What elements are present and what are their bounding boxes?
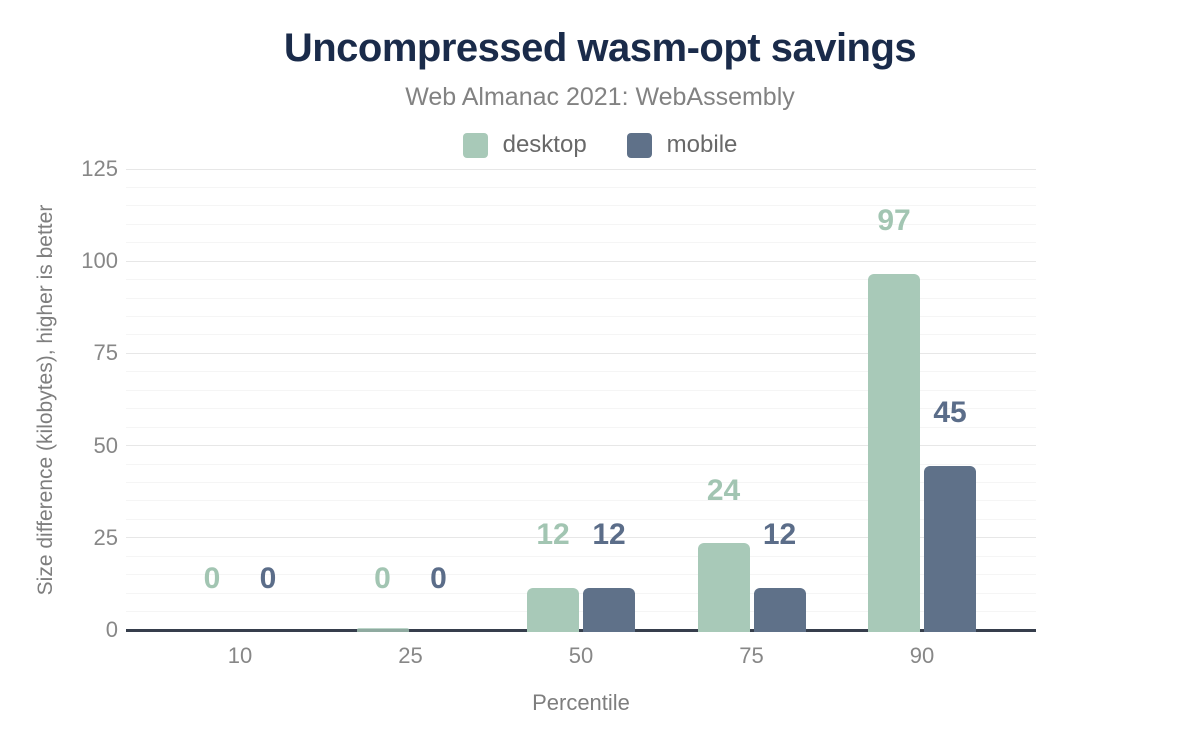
value-label-mobile-p25: 0 [430,562,447,595]
y-axis-title: Size difference (kilobytes), higher is b… [34,204,57,596]
bar-desktop-p50[interactable] [527,587,579,632]
y-tick-label-0: 0 [105,617,118,642]
minor-gridline-65 [126,389,1036,391]
minor-gridline-40 [126,481,1036,483]
bar-desktop-p90[interactable] [868,274,920,632]
minor-gridline-105 [126,242,1036,244]
x-tick-label-50: 50 [568,643,594,668]
y-tick-label-100: 100 [81,248,118,274]
minor-gridline-5 [126,611,1036,613]
value-label-mobile-p75: 12 [762,517,797,551]
legend-label-desktop: desktop [502,131,587,158]
minor-gridline-70 [126,371,1036,373]
minor-gridline-85 [126,316,1036,318]
minor-gridline-15 [126,574,1036,576]
major-gridline-50 [126,445,1036,447]
minor-gridline-45 [126,463,1036,465]
legend-item-mobile[interactable]: mobile [626,131,738,159]
legend: desktop mobile [0,131,1200,159]
y-tick-label-50: 50 [93,432,118,458]
minor-gridline-95 [126,279,1036,281]
legend-swatch-desktop [462,132,488,158]
value-label-desktop-p10: 0 [203,562,221,595]
value-label-desktop-p90: 97 [877,204,911,238]
legend-item-desktop[interactable]: desktop [462,131,587,159]
value-label-desktop-p50: 12 [536,517,570,551]
major-gridline-25 [126,537,1036,539]
legend-swatch-mobile [626,132,652,158]
bar-mobile-p50[interactable] [583,587,635,632]
x-axis-title: Percentile [532,690,630,715]
minor-gridline-115 [126,205,1036,207]
bar-desktop-p75[interactable] [697,543,750,632]
major-gridline-100 [126,260,1036,262]
y-tick-label-75: 75 [93,340,118,366]
value-label-desktop-p25: 0 [374,562,391,595]
value-label-desktop-p75: 24 [706,473,741,507]
minor-gridline-20 [126,555,1036,557]
minor-gridline-110 [126,223,1036,225]
major-gridline-75 [126,352,1036,354]
minor-gridline-80 [126,334,1036,336]
legend-label-mobile: mobile [666,131,738,158]
minor-gridline-120 [126,186,1036,188]
minor-gridline-60 [126,408,1036,410]
minor-gridline-55 [126,426,1036,428]
x-tick-label-25: 25 [398,643,423,668]
bar-desktop-p25[interactable] [356,628,409,632]
minor-gridline-35 [126,500,1036,502]
minor-gridline-30 [126,518,1036,520]
y-tick-label-125: 125 [81,156,118,181]
value-label-mobile-p10: 0 [259,562,277,595]
bar-mobile-p90[interactable] [924,466,976,632]
chart-subtitle: Web Almanac 2021: WebAssembly [405,83,795,111]
x-tick-label-75: 75 [739,643,764,668]
value-label-mobile-p90: 45 [933,396,967,430]
x-tick-label-90: 90 [909,643,935,668]
value-label-mobile-p50: 12 [592,517,626,551]
x-tick-label-10: 10 [227,643,253,668]
major-gridline-125 [126,168,1036,170]
bar-mobile-p75[interactable] [753,587,806,632]
x-axis-line [126,629,1036,632]
chart-title: Uncompressed wasm-opt savings [283,26,917,70]
y-tick-label-25: 25 [93,524,118,550]
minor-gridline-10 [126,592,1036,594]
minor-gridline-90 [126,297,1036,299]
